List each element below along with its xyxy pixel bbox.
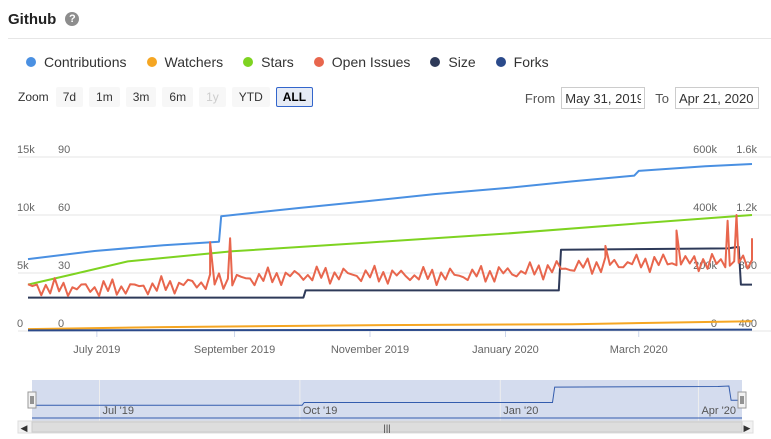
navigator-tick: Jul '19 bbox=[103, 405, 134, 417]
watchers-axis-tick: 0 bbox=[58, 318, 64, 330]
zoom-6m-button[interactable]: 6m bbox=[162, 87, 194, 107]
zoom-1y-button: 1y bbox=[199, 87, 226, 107]
scrollbar-thumb bbox=[31, 421, 743, 433]
zoom-1m-button[interactable]: 1m bbox=[89, 87, 120, 107]
contributions-axis-tick: 0 bbox=[17, 318, 23, 330]
watchers-axis-tick: 60 bbox=[58, 202, 70, 214]
scroll-grip: ||| bbox=[383, 423, 390, 433]
zoom-selector: Zoom 7d 1m 3m 6m 1y YTD ALL bbox=[18, 87, 319, 107]
x-axis-tick: September 2019 bbox=[194, 344, 275, 356]
watchers-axis-tick: 30 bbox=[58, 260, 70, 272]
navigator[interactable]: Jul '19 Oct '19 Jan '20 Apr '20 ◀ ▶ ||| bbox=[17, 380, 754, 434]
legend-label: Stars bbox=[261, 54, 294, 70]
header-divider bbox=[8, 38, 771, 39]
from-date-input[interactable] bbox=[561, 87, 646, 109]
navigator-tick: Apr '20 bbox=[701, 405, 736, 417]
legend-label: Size bbox=[448, 54, 476, 70]
legend-label: Watchers bbox=[164, 54, 224, 70]
to-label: To bbox=[655, 90, 669, 106]
x-axis-tick: July 2019 bbox=[73, 344, 120, 356]
handle-body bbox=[27, 391, 37, 409]
stars-axis-tick: 400 bbox=[739, 318, 757, 330]
zoom-3m-button[interactable]: 3m bbox=[125, 87, 157, 107]
legend-dot-icon bbox=[313, 57, 324, 67]
from-label: From bbox=[524, 90, 556, 106]
stars-axis-tick: 1.2k bbox=[736, 202, 757, 214]
navigator-handle bbox=[737, 391, 747, 409]
navigator-tick: Jan '20 bbox=[503, 405, 538, 417]
help-icon[interactable]: ? bbox=[65, 12, 80, 26]
legend-item-watchers[interactable]: Watchers bbox=[146, 54, 224, 70]
x-axis-tick: March 2020 bbox=[610, 344, 668, 356]
legend-dot-icon bbox=[26, 57, 36, 67]
legend-label: Open Issues bbox=[331, 54, 411, 70]
legend-label: Forks bbox=[513, 54, 549, 70]
scroll-right-arrow-icon: ▶ bbox=[744, 423, 751, 433]
contributions-axis-tick: 5k bbox=[17, 260, 29, 272]
legend-dot-icon bbox=[430, 57, 441, 67]
zoom-label: Zoom bbox=[18, 90, 49, 104]
legend-item-open-issues[interactable]: Open Issues bbox=[313, 54, 411, 70]
series-line-contributions bbox=[27, 163, 753, 261]
date-range: From To bbox=[515, 87, 759, 109]
scroll-left-arrow-icon: ◀ bbox=[21, 423, 28, 433]
series-line-watchers bbox=[27, 320, 753, 331]
navigator-tick: Oct '19 bbox=[303, 405, 338, 417]
legend-item-contributions[interactable]: Contributions bbox=[26, 54, 127, 70]
navigator-series-line bbox=[32, 385, 742, 406]
zoom-ytd-button[interactable]: YTD bbox=[231, 87, 270, 107]
series-lines bbox=[27, 163, 753, 332]
stars-axis-tick: 1.6k bbox=[736, 144, 757, 156]
navigator-mask bbox=[32, 380, 742, 421]
contributions-axis-tick: 15k bbox=[17, 144, 35, 156]
legend-dot-icon bbox=[495, 57, 506, 67]
watchers-axis-tick: 90 bbox=[58, 144, 70, 156]
legend-item-forks[interactable]: Forks bbox=[495, 54, 549, 70]
zoom-7d-button[interactable]: 7d bbox=[55, 87, 84, 107]
series-line-size bbox=[28, 245, 752, 299]
chart-title: Github bbox=[8, 10, 57, 28]
legend-item-stars[interactable]: Stars bbox=[243, 54, 294, 70]
series-line-forks bbox=[27, 328, 753, 332]
chart-header: Github ? bbox=[8, 8, 80, 30]
zoom-all-button[interactable]: ALL bbox=[275, 87, 314, 107]
x-axis-tick: November 2019 bbox=[331, 344, 409, 356]
legend-label: Contributions bbox=[44, 54, 127, 70]
handle-body bbox=[737, 391, 747, 409]
size-axis-tick: 400k bbox=[693, 202, 717, 214]
size-axis-tick: 0 bbox=[711, 318, 717, 330]
series-line-stars bbox=[27, 214, 753, 286]
x-axis-tick: January 2020 bbox=[472, 344, 539, 356]
legend-dot-icon bbox=[243, 57, 254, 67]
legend-dot-icon bbox=[146, 57, 157, 67]
legend-item-size[interactable]: Size bbox=[430, 54, 476, 70]
series-line-open-issues bbox=[27, 214, 753, 297]
contributions-axis-tick: 10k bbox=[17, 202, 35, 214]
to-date-input[interactable] bbox=[675, 87, 759, 109]
size-axis-tick: 600k bbox=[693, 144, 717, 156]
navigator-handle bbox=[27, 391, 37, 409]
navigator-scrollbar: ◀ ▶ ||| bbox=[17, 420, 754, 434]
chart-legend: Contributions Watchers Stars Open Issues… bbox=[26, 54, 569, 70]
